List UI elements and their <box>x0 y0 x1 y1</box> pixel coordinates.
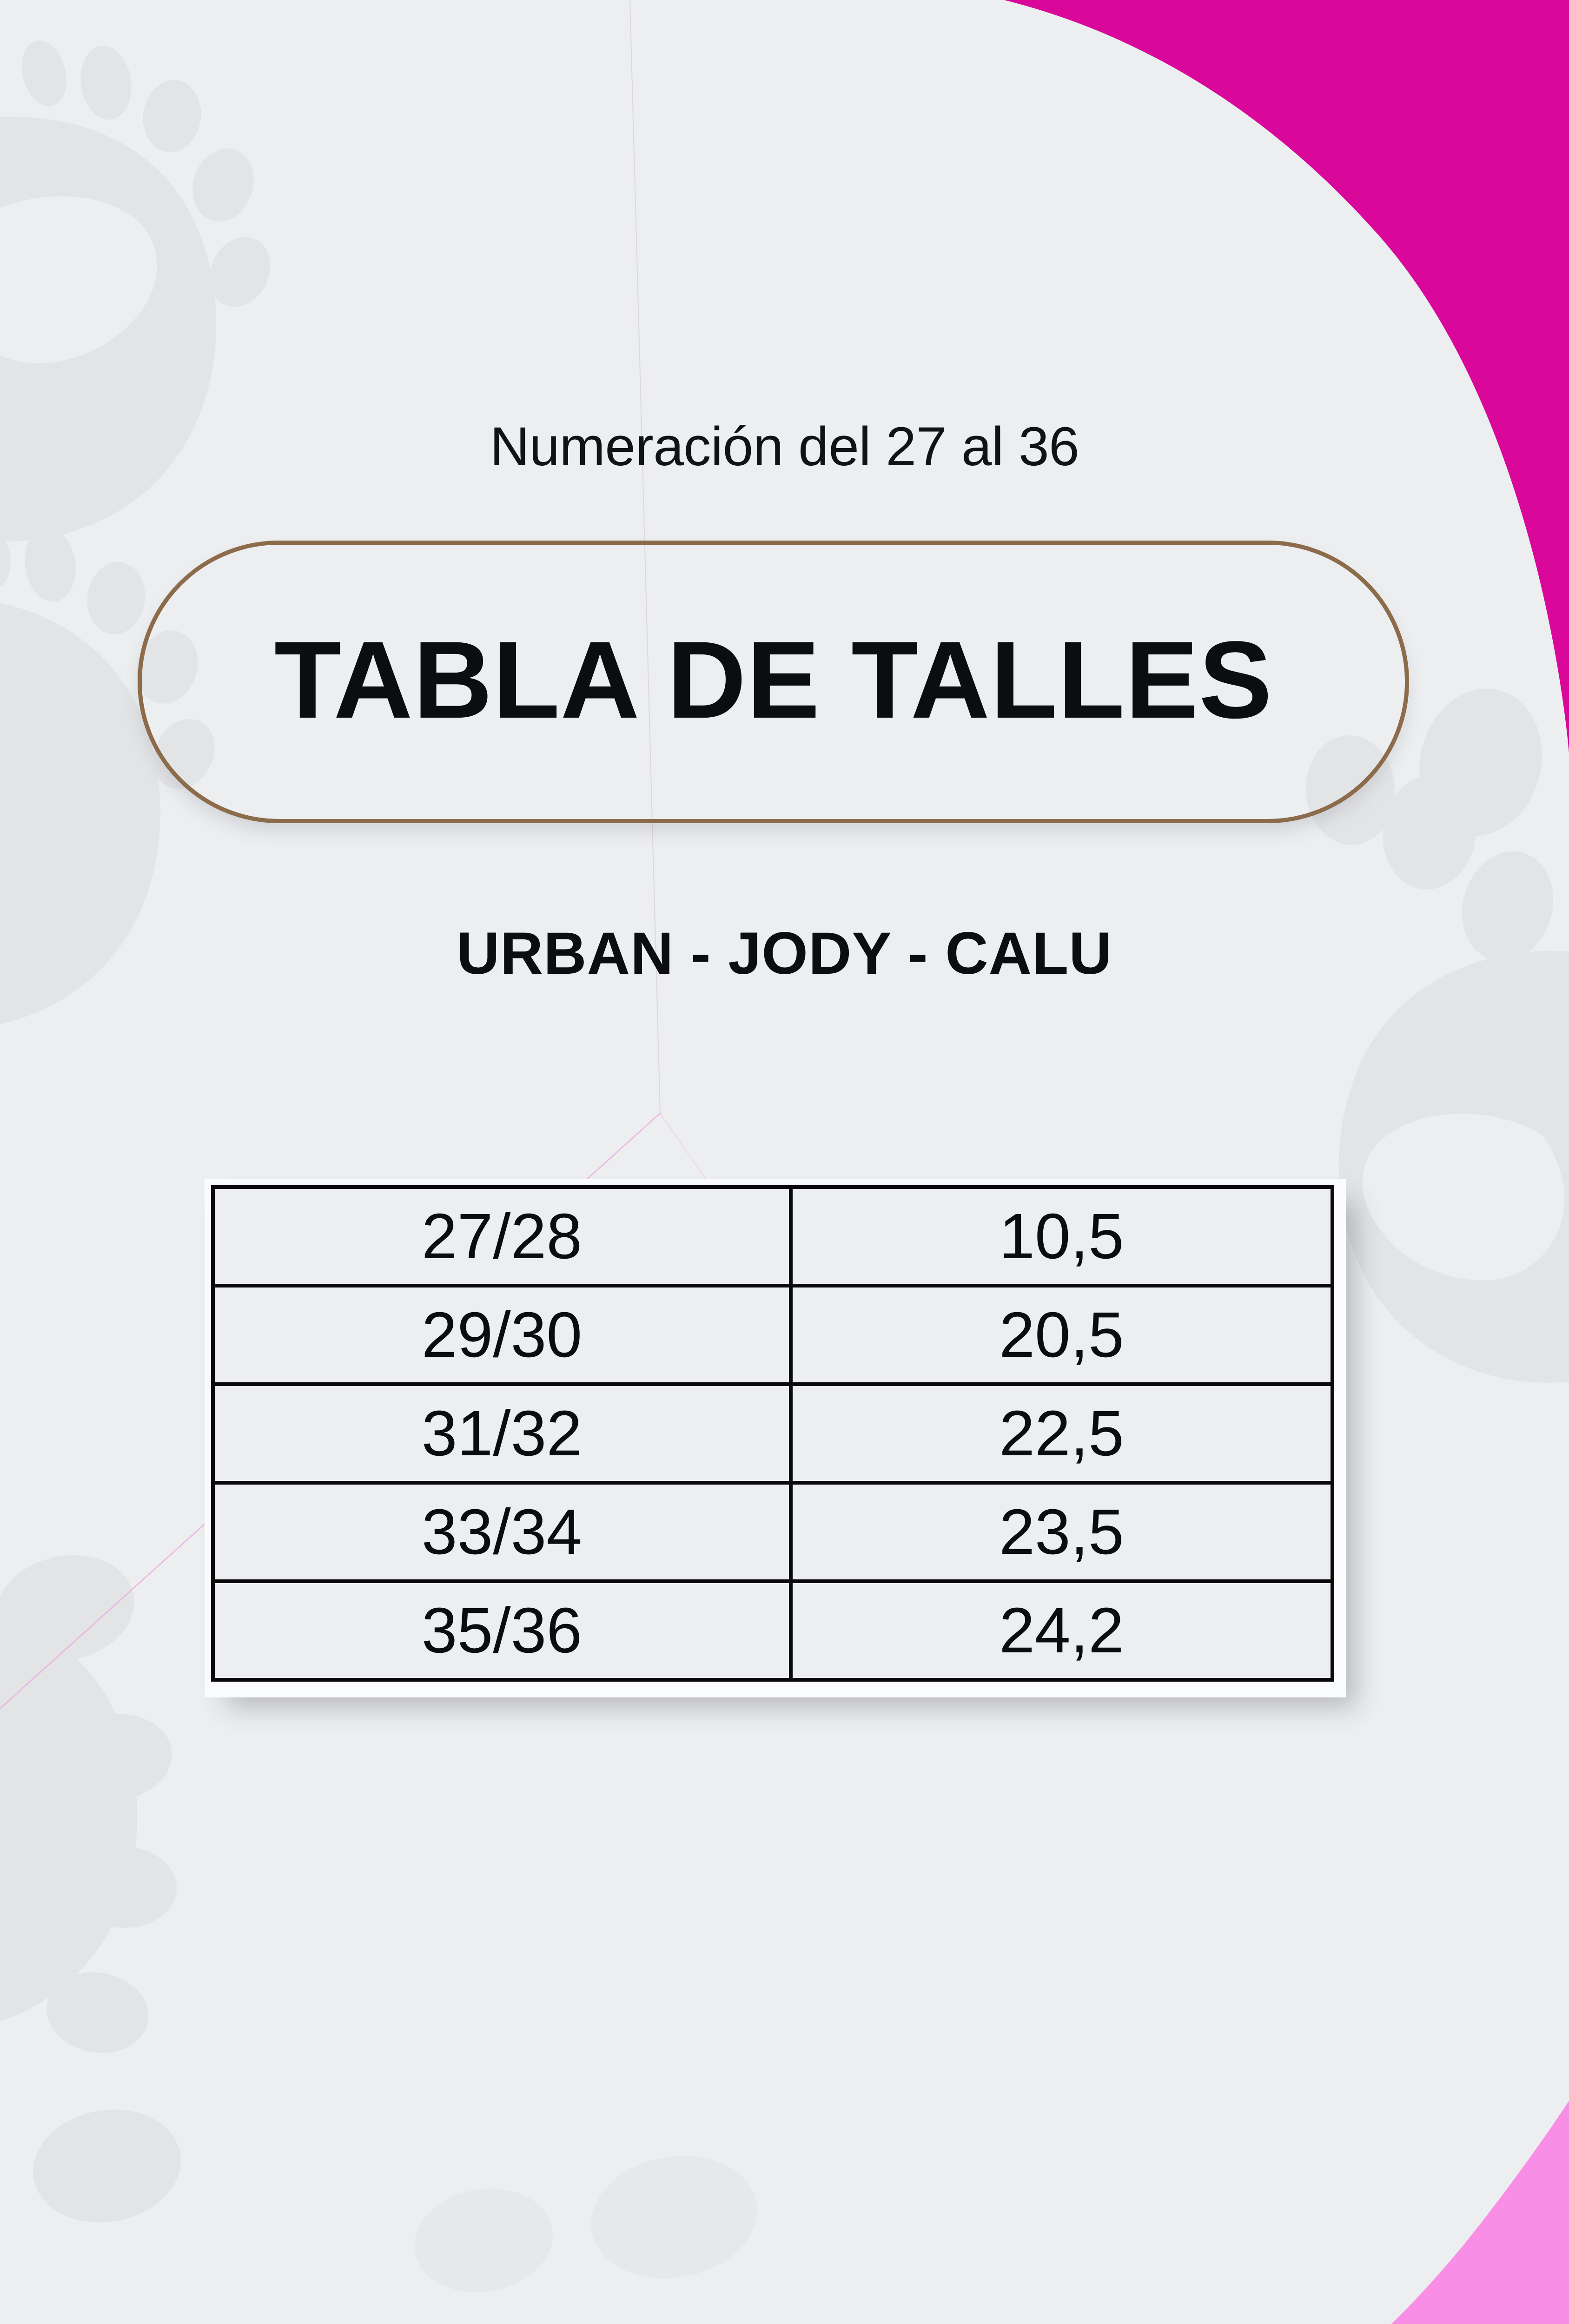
table-row: 31/32 22,5 <box>211 1382 1334 1485</box>
cell-size: 29/30 <box>211 1284 793 1386</box>
footprint-watermark-right-upper <box>1419 688 1542 836</box>
footprint-watermark-top-left <box>0 40 271 541</box>
magenta-arc-top-right <box>1004 0 1569 753</box>
page-title: TABLA DE TALLES <box>274 619 1273 741</box>
cell-value: 23,5 <box>789 1481 1334 1583</box>
cell-value: 10,5 <box>789 1185 1334 1287</box>
table-row: 33/34 23,5 <box>211 1481 1334 1583</box>
size-table-body: 27/28 10,5 29/30 20,5 31/32 22,5 33/34 2… <box>211 1185 1334 1682</box>
footprint-watermark-left-lower <box>0 1555 177 2053</box>
cell-size: 31/32 <box>211 1382 793 1485</box>
size-table-card: 27/28 10,5 29/30 20,5 31/32 22,5 33/34 2… <box>205 1179 1346 1697</box>
numbering-range-label: Numeración del 27 al 36 <box>490 416 1079 477</box>
cell-value: 22,5 <box>789 1382 1334 1485</box>
table-row: 29/30 20,5 <box>211 1284 1334 1386</box>
model-names-label: URBAN - JODY - CALU <box>457 920 1112 987</box>
cell-size: 35/36 <box>211 1579 793 1682</box>
title-pill: TABLA DE TALLES <box>138 541 1409 823</box>
cell-size: 33/34 <box>211 1481 793 1583</box>
size-table: 27/28 10,5 29/30 20,5 31/32 22,5 33/34 2… <box>211 1185 1334 1682</box>
pink-wave-bottom <box>1391 2101 1569 2324</box>
cell-value: 24,2 <box>789 1579 1334 1682</box>
cell-value: 20,5 <box>789 1284 1334 1386</box>
hairline-vertical <box>629 0 661 1114</box>
footprint-watermark-bottom-left <box>33 2109 181 2223</box>
table-row: 27/28 10,5 <box>211 1185 1334 1287</box>
footprint-watermark-top-mid <box>414 2156 757 2292</box>
table-row: 35/36 24,2 <box>211 1579 1334 1682</box>
cell-size: 27/28 <box>211 1185 793 1287</box>
